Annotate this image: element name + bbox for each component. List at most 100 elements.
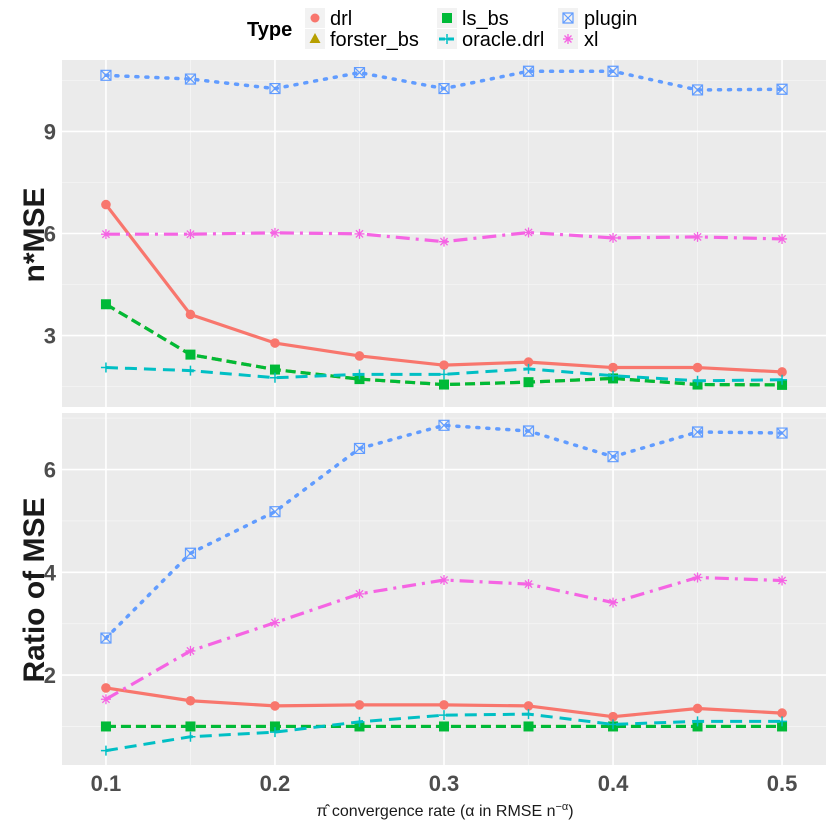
x-tick-label: 0.4	[598, 771, 629, 796]
legend-label-oracle.drl: oracle.drl	[462, 29, 544, 51]
data-point-drl	[777, 708, 787, 718]
y-tick-label: 9	[44, 119, 56, 144]
series-line-plugin	[104, 423, 784, 640]
panel-nmse	[62, 60, 826, 407]
legend-marker-drl	[310, 13, 320, 23]
data-point-drl	[439, 700, 449, 710]
data-point-oracle.drl	[100, 745, 111, 756]
data-point-ls_bs	[269, 364, 280, 375]
data-point-xl	[777, 233, 788, 244]
y-axis-title-bottom: Ratio of MSE	[18, 498, 51, 683]
data-point-plugin	[100, 632, 112, 644]
legend-marker-xl	[563, 34, 573, 44]
data-point-ls_bs	[439, 721, 449, 732]
data-point-plugin	[184, 547, 197, 559]
legend-label-forster_bs: forster_bs	[330, 29, 419, 51]
x-tick-label: 0.5	[767, 771, 798, 796]
data-point-plugin	[522, 65, 535, 77]
panel-ratio	[62, 413, 826, 765]
legend-key-plugin	[558, 8, 578, 28]
data-point-plugin	[184, 73, 197, 85]
data-point-drl	[354, 700, 365, 710]
legend-key-xl	[558, 29, 578, 49]
data-point-xl	[269, 617, 280, 628]
data-point-oracle.drl	[269, 727, 280, 738]
data-point-plugin	[691, 84, 704, 96]
data-point-oracle.drl	[523, 363, 534, 374]
data-point-oracle.drl	[692, 375, 703, 386]
data-point-xl	[692, 231, 703, 242]
legend-marker-plugin	[562, 12, 574, 24]
data-point-oracle.drl	[269, 372, 280, 383]
legend-key-oracle.drl	[437, 29, 457, 49]
data-point-xl	[692, 572, 703, 583]
data-point-plugin	[100, 69, 112, 81]
data-point-xl	[523, 579, 534, 590]
data-point-ls_bs	[777, 721, 788, 732]
data-point-oracle.drl	[439, 369, 449, 380]
data-point-drl	[185, 695, 196, 706]
data-point-plugin	[607, 451, 619, 463]
x-tick-label: 0.2	[260, 771, 291, 796]
data-point-oracle.drl	[439, 710, 449, 721]
y-tick-label: 6	[44, 458, 56, 483]
data-point-ls_bs	[269, 721, 280, 732]
data-point-drl	[692, 362, 703, 373]
data-point-xl	[777, 575, 788, 586]
legend-marker-oracle.drl	[442, 34, 452, 44]
data-point-drl	[270, 338, 280, 348]
data-point-oracle.drl	[354, 369, 365, 380]
legend-marker-ls_bs	[442, 13, 452, 23]
legend-label-ls_bs: ls_bs	[462, 8, 509, 30]
data-point-drl	[439, 360, 449, 370]
data-point-oracle.drl	[185, 365, 196, 376]
data-point-oracle.drl	[608, 719, 619, 730]
data-point-ls_bs	[692, 721, 703, 732]
legend-key-forster_bs	[305, 29, 325, 49]
data-point-ls_bs	[439, 379, 449, 390]
data-point-xl	[269, 227, 280, 238]
data-point-drl	[354, 351, 365, 361]
legend-label-plugin: plugin	[584, 8, 637, 30]
legend-label-drl: drl	[330, 8, 352, 30]
data-point-plugin	[522, 425, 535, 437]
data-point-oracle.drl	[354, 716, 365, 727]
y-tick-label: 2	[44, 663, 56, 688]
data-point-oracle.drl	[777, 716, 788, 727]
data-point-xl	[608, 597, 619, 608]
data-point-xl	[185, 229, 196, 240]
data-point-xl	[439, 575, 449, 586]
y-tick-label: 6	[44, 222, 56, 247]
y-axis-title-top: n*MSE	[18, 187, 51, 282]
data-point-xl	[100, 229, 111, 240]
x-axis-ticks: 0.1 0.2 0.3 0.4 0.5	[91, 771, 798, 796]
data-point-ls_bs	[523, 377, 534, 388]
data-point-drl	[270, 701, 280, 711]
y-axis-ticks-top: 3 6 9	[44, 119, 56, 348]
data-point-plugin	[776, 83, 788, 95]
data-point-ls_bs	[185, 721, 196, 732]
data-point-xl	[185, 645, 196, 656]
legend-key-drl	[305, 8, 325, 28]
data-point-xl	[523, 227, 534, 238]
data-point-plugin	[691, 426, 704, 438]
data-point-drl	[777, 367, 787, 377]
data-point-ls_bs	[185, 349, 196, 360]
data-point-ls_bs	[523, 721, 534, 732]
legend-marker-forster_bs	[309, 33, 321, 43]
y-tick-label: 3	[44, 324, 56, 349]
data-point-xl	[439, 236, 449, 247]
legend-label-xl: xl	[584, 29, 598, 51]
data-point-drl	[101, 683, 111, 693]
legend-title: Type	[247, 19, 292, 41]
data-point-drl	[523, 701, 534, 711]
data-point-plugin	[776, 427, 788, 439]
data-point-xl	[100, 694, 111, 705]
legend: Type drl forster_bs ls_bs oracle.drl plu…	[247, 8, 637, 51]
data-point-oracle.drl	[523, 709, 534, 720]
data-point-ls_bs	[100, 721, 111, 732]
data-point-ls_bs	[777, 379, 788, 390]
data-point-drl	[692, 703, 703, 714]
legend-key-ls_bs	[437, 8, 457, 28]
